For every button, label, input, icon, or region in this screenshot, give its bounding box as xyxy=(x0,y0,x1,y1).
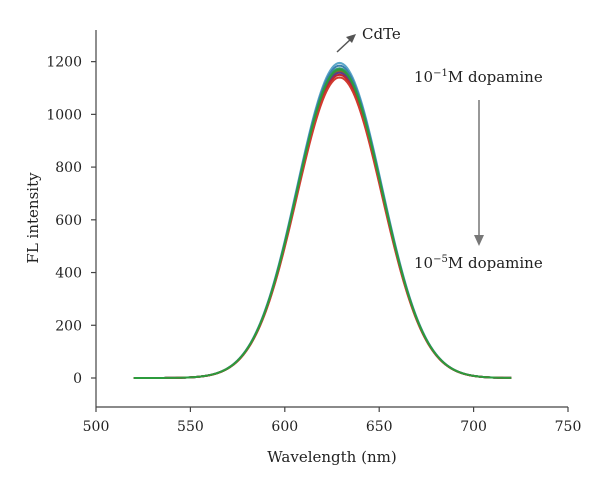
top-concentration-suffix: M dopamine xyxy=(448,68,543,86)
fl-curve-6 xyxy=(133,73,512,379)
x-axis-title: Wavelength (nm) xyxy=(267,448,396,466)
cdte-label: CdTe xyxy=(362,25,401,43)
y-axis-title: FL intensity xyxy=(24,172,42,264)
fl-curve-1 xyxy=(133,61,512,379)
bottom-concentration-exponent: −5 xyxy=(433,254,448,265)
y-tick-label: 800 xyxy=(55,160,82,176)
y-tick-label: 1200 xyxy=(46,55,82,71)
fl-curve-4 xyxy=(133,69,512,379)
fl-curve-7 xyxy=(133,76,512,379)
y-tick-label: 400 xyxy=(55,266,82,282)
ticks: 500 550 600 650 700 750 0 200 400 600 800 1000 1200 xyxy=(46,55,581,435)
concentration-arrow-head xyxy=(474,235,484,246)
x-tick-label: 600 xyxy=(271,419,298,435)
fl-curve-3 xyxy=(133,67,512,379)
y-tick-label: 200 xyxy=(55,318,82,334)
cdte-arrow-head xyxy=(346,34,356,43)
cdte-annotation: CdTe xyxy=(336,25,401,53)
y-tick-label: 1000 xyxy=(46,107,82,123)
fl-curve-8 xyxy=(133,68,512,379)
top-concentration-label: 10−1M dopamine xyxy=(414,68,543,86)
x-tick-label: 500 xyxy=(83,419,110,435)
x-tick-label: 750 xyxy=(555,419,582,435)
bottom-concentration-suffix: M dopamine xyxy=(448,254,543,272)
top-concentration-exponent: −1 xyxy=(433,68,448,79)
bottom-concentration-prefix: 10 xyxy=(414,254,433,272)
bottom-concentration-label: 10−5M dopamine xyxy=(414,254,543,272)
axes xyxy=(95,30,568,408)
y-tick-label: 600 xyxy=(55,213,82,229)
fl-curve-2 xyxy=(133,64,512,379)
top-concentration-prefix: 10 xyxy=(414,68,433,86)
x-tick-label: 700 xyxy=(460,419,487,435)
x-tick-label: 650 xyxy=(366,419,393,435)
concentration-arrow xyxy=(474,100,484,246)
y-tick-label: 0 xyxy=(73,371,82,387)
fl-curve-5 xyxy=(133,71,512,379)
x-tick-label: 550 xyxy=(177,419,204,435)
curves xyxy=(133,61,512,379)
